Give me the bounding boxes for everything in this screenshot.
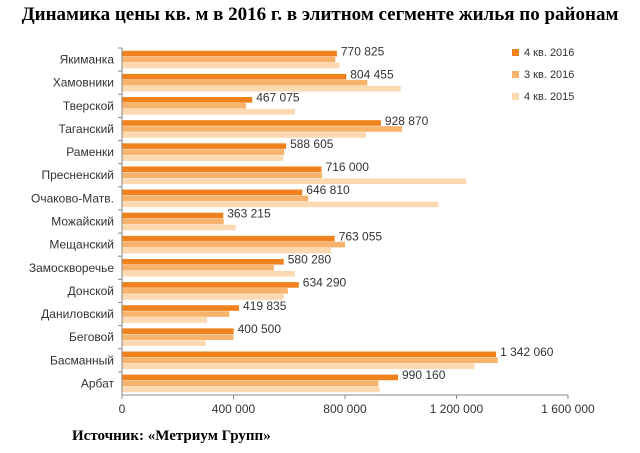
data-label-7: 646 810: [306, 183, 350, 197]
legend-swatch-1: [512, 49, 519, 56]
bar-1-4: [122, 120, 381, 126]
source-note: Источник: «Метриум Групп»: [72, 428, 271, 444]
data-label-5: 588 605: [290, 137, 334, 151]
bar-1-11: [122, 282, 299, 288]
bar-3-5: [122, 155, 284, 161]
legend-label-2: 3 кв. 2016: [524, 69, 574, 81]
bar-3-9: [122, 247, 332, 254]
bar-3-1: [122, 62, 340, 69]
bar-2-1: [122, 56, 336, 63]
bar-1-6: [122, 166, 322, 173]
bar-1-13: [122, 328, 234, 334]
data-label-14: 1 342 060: [500, 345, 554, 359]
x-tick-label-1: 0: [119, 402, 126, 416]
legend-label-1: 4 кв. 2016: [524, 47, 574, 59]
data-label-4: 928 870: [385, 114, 429, 128]
bar-3-8: [122, 224, 236, 231]
category-label-5: Раменки: [66, 145, 114, 159]
bar-2-5: [122, 149, 285, 155]
x-tick-label-4: 1 200 000: [430, 402, 484, 416]
bar-2-11: [122, 288, 288, 294]
bar-2-10: [122, 264, 274, 271]
category-label-15: Арбат: [81, 376, 115, 390]
category-label-1: Якиманка: [60, 53, 115, 67]
bar-1-12: [122, 305, 240, 311]
bar-1-8: [122, 212, 224, 219]
legend-label-3: 4 кв. 2015: [524, 91, 574, 103]
bar-1-5: [122, 143, 287, 149]
category-label-10: Замоскворечье: [29, 261, 114, 275]
bar-3-12: [122, 317, 208, 323]
bar-2-15: [122, 380, 379, 387]
x-axis: 0 400 000 800 000 1 200 000 1 600 000: [118, 47, 595, 416]
category-label-6: Пресненский: [41, 168, 114, 182]
x-tick-label-2: 400 000: [212, 402, 256, 416]
data-label-11: 634 290: [303, 276, 347, 290]
category-label-7: Очаково-Матв.: [31, 191, 114, 205]
x-tick-label-3: 800 000: [323, 402, 367, 416]
category-label-12: Даниловский: [41, 307, 114, 321]
category-label-11: Донской: [68, 284, 114, 298]
bar-2-14: [122, 357, 498, 364]
data-label-13: 400 500: [238, 322, 282, 336]
bar-3-15: [122, 386, 380, 393]
data-label-12: 419 835: [243, 299, 287, 313]
bar-1-1: [122, 50, 337, 57]
bar-2-8: [122, 218, 224, 225]
data-label-2: 804 455: [350, 68, 394, 82]
bar-1-3: [122, 97, 253, 103]
bar-3-14: [122, 363, 475, 370]
bar-2-2: [122, 79, 368, 86]
data-label-9: 763 055: [339, 229, 383, 243]
x-tick-label-5: 1 600 000: [541, 402, 595, 416]
bar-2-7: [122, 195, 309, 202]
category-label-14: Басманный: [50, 353, 114, 367]
bar-3-10: [122, 270, 295, 277]
category-label-9: Мещанский: [49, 238, 114, 252]
category-labels-group: Якиманка Хамовники Тверской Таганский Раменк…: [29, 53, 115, 391]
bar-3-11: [122, 294, 284, 300]
bar-3-2: [122, 85, 401, 92]
bar-2-13: [122, 334, 234, 340]
category-label-3: Тверской: [63, 99, 114, 113]
bars-group: [122, 50, 498, 393]
category-label-4: Таганский: [58, 122, 114, 136]
data-label-10: 580 280: [288, 253, 332, 267]
bar-1-15: [122, 374, 399, 381]
category-label-8: Можайский: [51, 215, 114, 229]
bar-3-6: [122, 178, 467, 185]
chart-title: Динамика цены кв. м в 2016 г. в элитном …: [21, 4, 619, 25]
data-label-6: 716 000: [326, 160, 370, 174]
bar-2-9: [122, 241, 345, 248]
bar-1-9: [122, 235, 335, 242]
bar-1-10: [122, 258, 284, 265]
bar-2-4: [122, 126, 403, 132]
legend-swatch-3: [512, 93, 519, 100]
bar-3-4: [122, 132, 366, 138]
bar-3-3: [122, 109, 295, 115]
bar-3-13: [122, 340, 206, 346]
bar-1-2: [122, 73, 347, 80]
bar-1-7: [122, 189, 303, 196]
category-label-13: Беговой: [69, 330, 114, 344]
category-label-2: Хамовники: [53, 76, 114, 90]
data-labels-group: 770 825 804 455 467 075 928 870 588 605 716 0…: [227, 44, 554, 382]
legend: 4 кв. 2016 3 кв. 2016 4 кв. 2015: [512, 47, 574, 103]
bar-2-6: [122, 172, 323, 179]
bar-2-3: [122, 103, 247, 109]
data-label-15: 990 160: [402, 368, 446, 382]
legend-swatch-2: [512, 71, 519, 78]
bar-2-12: [122, 311, 230, 317]
bar-3-7: [122, 201, 439, 208]
data-label-1: 770 825: [341, 44, 385, 58]
data-label-3: 467 075: [256, 91, 300, 105]
bar-1-14: [122, 351, 497, 358]
data-label-8: 363 215: [227, 206, 271, 220]
